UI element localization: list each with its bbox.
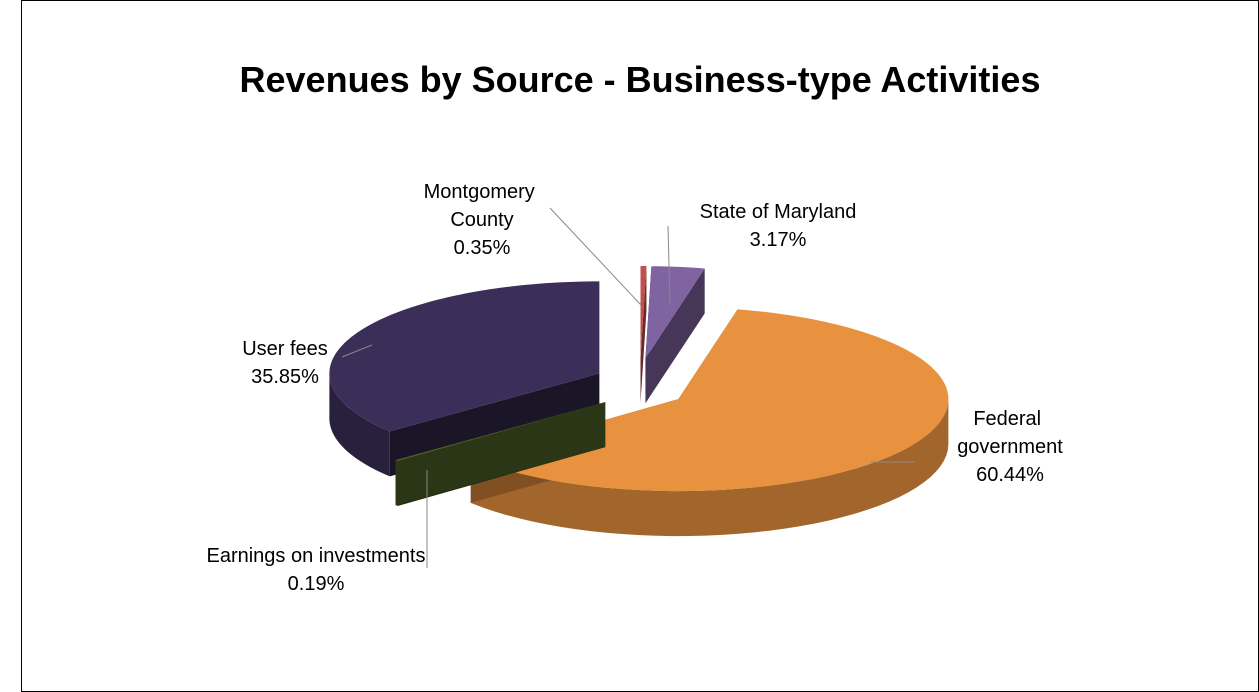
pie-slice — [640, 266, 647, 404]
label-line: government — [957, 436, 1063, 458]
category-label: Federal government — [957, 408, 1063, 458]
label-line: Federal — [973, 408, 1046, 430]
value-label: 0.35% — [454, 237, 511, 259]
value-label: 60.44% — [976, 464, 1044, 486]
slice-top — [640, 266, 647, 359]
leader-line — [549, 207, 642, 306]
label-line: Montgomery — [424, 181, 541, 203]
label-line: County — [450, 209, 513, 231]
slice-top — [329, 281, 600, 432]
category-label: User fees — [242, 338, 328, 360]
pie-slice — [395, 402, 606, 506]
category-label: State of Maryland — [700, 201, 857, 223]
category-label: Earnings on investments — [206, 545, 425, 567]
slice-wall — [645, 268, 705, 404]
leader-line — [667, 225, 671, 306]
chart-title: Revenues by Source - Business-type Activ… — [240, 59, 1041, 100]
slice-side — [329, 373, 390, 477]
pie-slice — [645, 266, 705, 404]
slice-top — [395, 402, 606, 461]
slice-wall — [395, 402, 606, 506]
value-label: 35.85% — [251, 366, 319, 388]
chart-border — [21, 0, 1259, 692]
value-label: 0.19% — [288, 573, 345, 595]
value-label: 3.17% — [750, 229, 807, 251]
slice-top — [645, 266, 705, 359]
leader-line — [341, 344, 373, 358]
category-label: Montgomery County — [424, 181, 541, 231]
slice-wall — [640, 266, 647, 404]
slice-side — [470, 399, 949, 537]
